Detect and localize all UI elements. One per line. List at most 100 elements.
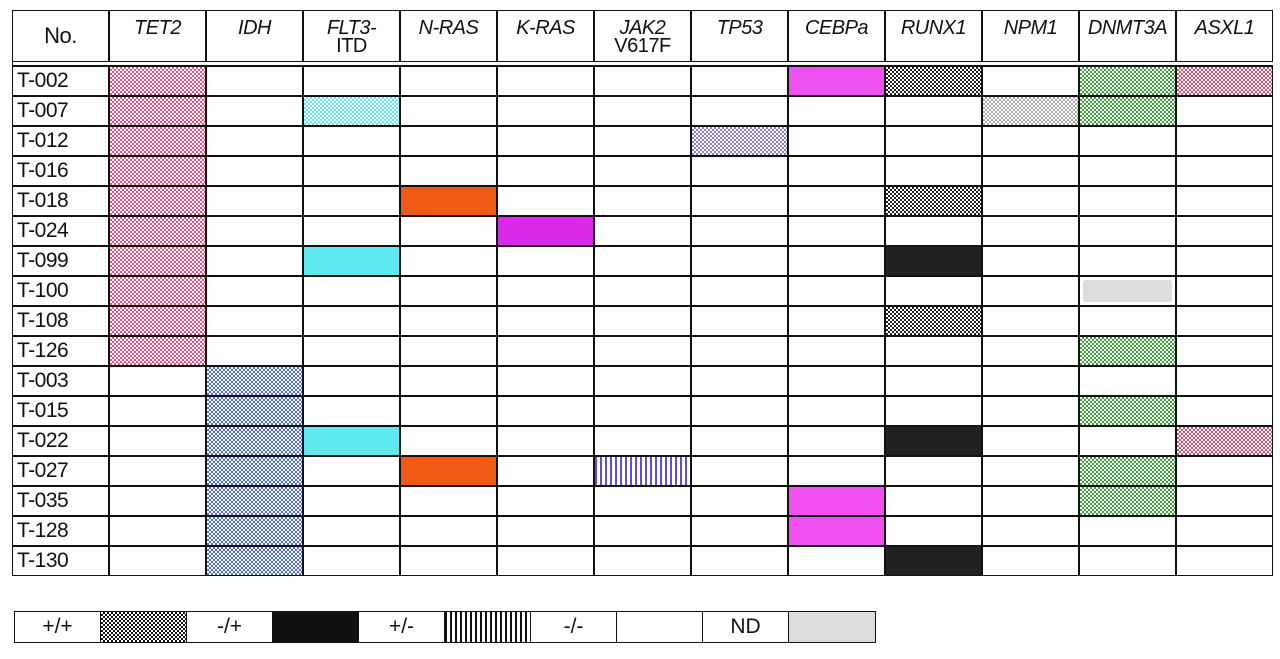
mutation-cell-cebpa [788, 366, 885, 396]
mutation-cell-nras [400, 516, 497, 546]
mutation-cell-nras [400, 366, 497, 396]
mutation-cell-idh [206, 186, 303, 216]
het-mutation-mark [207, 547, 302, 575]
table-row: T-100 [12, 276, 1273, 306]
mutation-cell-npm1 [982, 126, 1079, 156]
mutation-cell-tp53 [691, 516, 788, 546]
legend-swatch-solid [273, 612, 359, 642]
legend-label: +/- [359, 612, 445, 642]
table-row: T-035 [12, 486, 1273, 516]
het-mutation-mark [110, 157, 205, 185]
mutation-cell-tp53 [691, 276, 788, 306]
mutation-cell-jak2 [594, 306, 691, 336]
mutation-cell-idh [206, 486, 303, 516]
mutation-cell-nras [400, 546, 497, 576]
mutation-cell-cebpa [788, 66, 885, 96]
mutation-cell-dnmt3a [1079, 66, 1176, 96]
mutation-cell-nras [400, 66, 497, 96]
legend-label: -/+ [187, 612, 273, 642]
het-mutation-mark [207, 517, 302, 545]
mutation-cell-tp53 [691, 126, 788, 156]
mutation-cell-tet2 [109, 516, 206, 546]
sample-id: T-012 [12, 126, 109, 156]
mutation-cell-cebpa [788, 516, 885, 546]
mutation-cell-tet2 [109, 366, 206, 396]
column-header-npm1: NPM1 [982, 10, 1079, 62]
sample-id: T-027 [12, 456, 109, 486]
mutation-cell-jak2 [594, 366, 691, 396]
het-mutation-mark [110, 127, 205, 155]
legend-label: +/+ [15, 612, 101, 642]
mutation-cell-npm1 [982, 336, 1079, 366]
mutation-cell-jak2 [594, 456, 691, 486]
mutation-cell-cebpa [788, 426, 885, 456]
mutation-cell-idh [206, 126, 303, 156]
mutation-cell-asxl1 [1176, 366, 1273, 396]
column-header-tp53: TP53 [691, 10, 788, 62]
gene-name-line2: V617F [614, 35, 671, 57]
header-spacer [12, 62, 1273, 66]
mutation-cell-kras [497, 546, 594, 576]
het-mutation-mark [1080, 487, 1175, 515]
mutation-cell-asxl1 [1176, 186, 1273, 216]
legend-swatch-empty [617, 612, 703, 642]
table-row: T-016 [12, 156, 1273, 186]
sample-id: T-108 [12, 306, 109, 336]
sample-id: T-003 [12, 366, 109, 396]
mutation-cell-asxl1 [1176, 126, 1273, 156]
solid-mutation-mark [304, 247, 399, 275]
mutation-cell-runx1 [885, 216, 982, 246]
mutation-cell-jak2 [594, 486, 691, 516]
mutation-cell-nras [400, 426, 497, 456]
mutation-cell-tet2 [109, 486, 206, 516]
mutation-cell-nras [400, 276, 497, 306]
legend-label: -/- [531, 612, 617, 642]
gene-name: NPM1 [1003, 17, 1058, 39]
mutation-cell-dnmt3a [1079, 126, 1176, 156]
mutation-cell-asxl1 [1176, 156, 1273, 186]
mutation-cell-npm1 [982, 186, 1079, 216]
mutation-cell-jak2 [594, 336, 691, 366]
mutation-cell-tet2 [109, 336, 206, 366]
mutation-cell-runx1 [885, 306, 982, 336]
het-mutation-mark [1080, 337, 1175, 365]
solid-mutation-mark [886, 247, 981, 275]
mutation-cell-tp53 [691, 216, 788, 246]
gene-name: FLT3- [326, 17, 377, 39]
mutation-cell-cebpa [788, 96, 885, 126]
sample-id: T-126 [12, 336, 109, 366]
gene-name: TP53 [716, 17, 763, 39]
mutation-cell-tp53 [691, 336, 788, 366]
nd-mutation-mark [1083, 280, 1172, 302]
mutation-cell-npm1 [982, 216, 1079, 246]
het-mutation-mark [207, 427, 302, 455]
mutation-cell-nras [400, 456, 497, 486]
solid-mutation-mark [498, 217, 593, 245]
gene-name: ASXL1 [1194, 17, 1255, 39]
mutation-cell-asxl1 [1176, 306, 1273, 336]
table-row: T-007 [12, 96, 1273, 126]
mutation-cell-tp53 [691, 456, 788, 486]
table-row: T-012 [12, 126, 1273, 156]
mutation-cell-flt3 [303, 156, 400, 186]
mutation-cell-asxl1 [1176, 96, 1273, 126]
mutation-cell-tp53 [691, 66, 788, 96]
mutation-cell-cebpa [788, 126, 885, 156]
mutation-cell-flt3 [303, 396, 400, 426]
mutation-cell-runx1 [885, 156, 982, 186]
mutation-cell-tp53 [691, 96, 788, 126]
het-mutation-mark [304, 97, 399, 125]
legend: +/+ -/+ +/- -/- ND [14, 611, 876, 643]
solid-mutation-mark [789, 67, 884, 95]
mutation-cell-cebpa [788, 486, 885, 516]
mutation-cell-flt3 [303, 96, 400, 126]
mutation-cell-asxl1 [1176, 276, 1273, 306]
mutation-cell-dnmt3a [1079, 156, 1176, 186]
mutation-cell-tet2 [109, 156, 206, 186]
mutation-cell-tp53 [691, 306, 788, 336]
mutation-cell-jak2 [594, 276, 691, 306]
mutation-cell-tp53 [691, 366, 788, 396]
het-mutation-mark [983, 97, 1078, 125]
mutation-cell-kras [497, 366, 594, 396]
column-header-runx1: RUNX1 [885, 10, 982, 62]
